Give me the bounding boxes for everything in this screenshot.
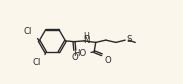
Text: O: O: [71, 53, 78, 62]
Text: N: N: [83, 36, 90, 45]
Text: H: H: [83, 32, 89, 41]
Text: S: S: [126, 35, 131, 44]
Text: HO: HO: [73, 49, 86, 58]
Text: Cl: Cl: [33, 58, 41, 67]
Text: Cl: Cl: [24, 27, 32, 36]
Text: O: O: [104, 56, 111, 65]
